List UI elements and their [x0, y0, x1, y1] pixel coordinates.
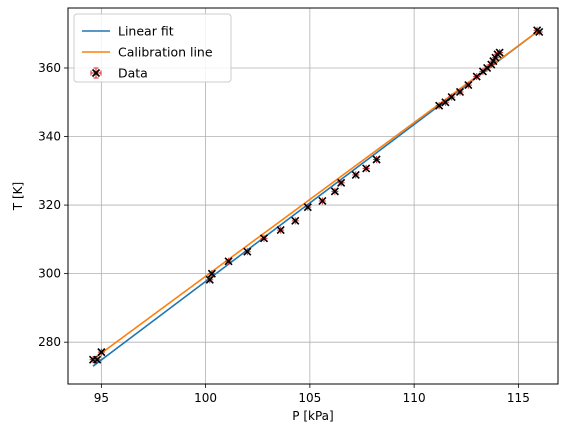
legend: Linear fit Calibration line Data — [73, 13, 232, 83]
y-tick-label: 360 — [38, 61, 61, 75]
data-point — [441, 98, 450, 107]
legend-x-marker — [91, 68, 101, 78]
x-marker — [207, 269, 216, 278]
x-marker — [224, 257, 233, 266]
data-point — [259, 234, 269, 243]
linear-fit-line — [92, 29, 540, 367]
y-tick-label: 300 — [38, 267, 61, 281]
plot-frame — [67, 7, 559, 385]
data-point — [276, 226, 285, 235]
data-point — [372, 155, 381, 164]
x-marker — [205, 275, 214, 284]
x-marker — [435, 101, 444, 110]
x-tick-label: 95 — [94, 391, 109, 405]
data-point — [93, 355, 102, 364]
x-tick-label: 100 — [194, 391, 217, 405]
data-point — [447, 93, 456, 102]
x-tick-label: 115 — [507, 391, 530, 405]
data-point — [303, 203, 312, 212]
x-marker — [93, 355, 102, 364]
data-point — [243, 247, 252, 256]
legend-linear-fit-label: Linear fit — [118, 24, 174, 39]
x-marker — [455, 87, 465, 97]
x-marker — [337, 178, 346, 187]
data-point — [330, 187, 339, 196]
data-point — [337, 178, 346, 187]
x-marker — [535, 27, 544, 37]
x-marker — [243, 247, 252, 256]
y-tick-label: 280 — [38, 335, 61, 349]
data-point — [455, 87, 465, 97]
y-axis-label: T [K] — [11, 182, 25, 211]
y-tick-label: 340 — [38, 130, 61, 144]
legend-data-marker — [90, 67, 102, 79]
x-tick-label: 110 — [403, 391, 426, 405]
data-point — [318, 196, 327, 206]
data-point — [478, 67, 488, 76]
x-marker — [259, 234, 269, 243]
x-marker — [276, 226, 285, 235]
x-marker — [362, 164, 371, 173]
legend-data-label: Data — [118, 66, 148, 81]
data-points — [88, 26, 544, 364]
data-point — [464, 81, 473, 90]
x-marker — [447, 93, 456, 102]
axis-ticks: 95 100 105 110 115 280 300 320 340 360 — [38, 61, 530, 405]
legend-calibration-line-label: Calibration line — [118, 45, 213, 60]
x-marker — [97, 348, 106, 357]
data-point — [205, 275, 214, 284]
x-marker — [291, 216, 300, 225]
x-marker — [372, 155, 381, 164]
data-point — [224, 257, 233, 266]
x-marker — [464, 81, 473, 90]
x-marker — [303, 203, 312, 212]
y-tick-label: 320 — [38, 198, 61, 212]
data-point — [207, 269, 216, 278]
data-point — [97, 348, 106, 357]
data-point — [435, 101, 444, 110]
legend-box — [73, 13, 232, 83]
x-marker — [495, 48, 504, 57]
data-point — [535, 27, 544, 37]
data-point — [362, 164, 371, 173]
x-marker — [351, 170, 360, 179]
x-axis-label: P [kPa] — [292, 409, 333, 423]
data-point — [351, 170, 360, 179]
data-point — [495, 48, 504, 57]
x-marker — [330, 187, 339, 196]
data-point — [291, 216, 300, 225]
x-tick-label: 105 — [298, 391, 321, 405]
x-marker — [318, 196, 327, 206]
